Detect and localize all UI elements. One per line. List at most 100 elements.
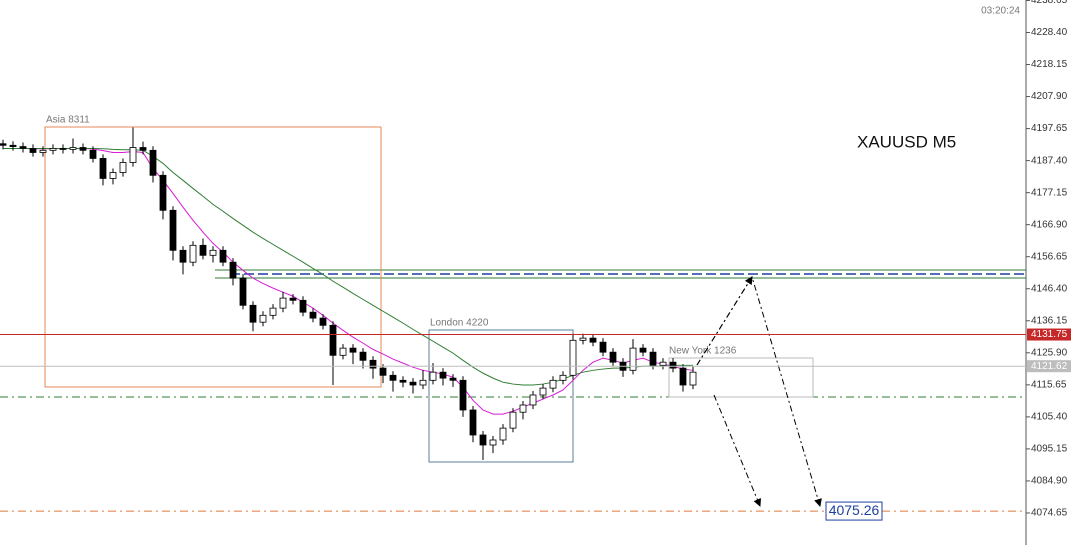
y-tick-label: 4156.65 bbox=[1031, 251, 1068, 262]
candle-body bbox=[129, 147, 137, 163]
candle-body bbox=[319, 317, 327, 326]
y-tick-label: 4125.90 bbox=[1031, 347, 1068, 358]
candle-body bbox=[199, 244, 207, 256]
candle-body bbox=[549, 379, 557, 389]
candle-body bbox=[519, 404, 527, 413]
candle-body bbox=[149, 149, 157, 176]
level-label-box bbox=[1027, 360, 1071, 373]
candle-body bbox=[459, 379, 467, 411]
level-label: 4075.26 bbox=[829, 502, 880, 518]
candle-body bbox=[109, 172, 117, 179]
candle-body bbox=[419, 379, 427, 386]
candle-body bbox=[39, 149, 47, 153]
session-box bbox=[668, 357, 814, 398]
candle-body bbox=[409, 381, 417, 386]
candle-body bbox=[179, 249, 187, 263]
level-label-box bbox=[1027, 328, 1071, 341]
y-tick-label: 4095.15 bbox=[1031, 444, 1068, 455]
y-tick-label: 4146.40 bbox=[1031, 283, 1068, 294]
candle-body bbox=[329, 324, 337, 356]
y-tick-label: 4218.15 bbox=[1031, 59, 1068, 70]
plot bbox=[0, 127, 697, 460]
candle-body bbox=[119, 162, 127, 173]
candle-body bbox=[19, 146, 27, 149]
candle-body bbox=[279, 297, 287, 309]
candle-body bbox=[449, 377, 457, 381]
projection-arrow bbox=[713, 394, 762, 507]
candle-body bbox=[49, 148, 57, 151]
candle-body bbox=[99, 158, 107, 179]
y-tick-label: 4074.65 bbox=[1031, 508, 1068, 519]
candle-body bbox=[369, 359, 377, 369]
candle-body bbox=[479, 434, 487, 446]
y-tick-label: 4166.90 bbox=[1031, 219, 1068, 230]
y-tick-label: 4187.40 bbox=[1031, 155, 1068, 166]
candle-body bbox=[249, 304, 257, 323]
candle-body bbox=[219, 249, 227, 263]
candle-body bbox=[589, 337, 597, 343]
candle-body bbox=[669, 361, 677, 369]
session-label: London 4220 bbox=[430, 318, 489, 329]
moving-average bbox=[3, 147, 693, 386]
candle-body bbox=[689, 371, 697, 386]
candle-body bbox=[299, 299, 307, 313]
candle-body bbox=[569, 339, 577, 376]
candle-body bbox=[379, 367, 387, 376]
y-tick-label: 4115.65 bbox=[1031, 379, 1067, 390]
candle-body bbox=[139, 147, 147, 151]
candle-body bbox=[629, 347, 637, 371]
candle-body bbox=[9, 144, 17, 147]
candle-body bbox=[289, 297, 297, 301]
candle-body bbox=[489, 439, 497, 446]
candle-body bbox=[469, 409, 477, 436]
candle-body bbox=[189, 244, 197, 263]
y-tick-label: 4228.40 bbox=[1031, 27, 1068, 38]
y-tick-label: 4207.90 bbox=[1031, 91, 1068, 102]
candle-body bbox=[389, 374, 397, 381]
session-label: New York 1236 bbox=[669, 346, 737, 357]
candle-body bbox=[309, 311, 317, 319]
chart-title: XAUUSD M5 bbox=[857, 132, 956, 151]
y-tick-label: 4105.40 bbox=[1031, 412, 1068, 423]
candle-body bbox=[89, 149, 97, 159]
candle-body bbox=[539, 387, 547, 396]
candle-body bbox=[0, 143, 7, 146]
candle-body bbox=[639, 347, 647, 353]
candle-body bbox=[429, 371, 437, 381]
session-label: Asia 8311 bbox=[46, 115, 90, 126]
candle-body bbox=[239, 277, 247, 306]
candle-body bbox=[339, 347, 347, 356]
y-tick-label: 4238.65 bbox=[1031, 0, 1068, 6]
session-box bbox=[428, 329, 574, 463]
candle-body bbox=[269, 307, 277, 316]
candle-body bbox=[649, 351, 657, 366]
candle-body bbox=[29, 148, 37, 153]
level-label-box bbox=[825, 501, 883, 521]
y-tick-label: 4084.90 bbox=[1031, 476, 1068, 487]
candle-body bbox=[209, 249, 217, 256]
level-label: 4121.62 bbox=[1031, 361, 1068, 372]
candle-body bbox=[69, 147, 77, 150]
candle-body bbox=[399, 379, 407, 383]
candle-body bbox=[159, 174, 167, 211]
candle-body bbox=[609, 351, 617, 363]
y-tick-label: 4136.15 bbox=[1031, 315, 1068, 326]
candle-body bbox=[499, 427, 507, 441]
candle-body bbox=[59, 148, 67, 150]
candle-body bbox=[439, 371, 447, 379]
projection-arrow bbox=[696, 276, 753, 366]
candle-body bbox=[529, 394, 537, 406]
moving-average bbox=[3, 147, 694, 415]
candle-body bbox=[509, 411, 517, 429]
candle-body bbox=[659, 361, 667, 366]
candle-body bbox=[259, 314, 267, 323]
candle-body bbox=[359, 351, 367, 361]
candle-body bbox=[599, 341, 607, 353]
candle-body bbox=[579, 337, 587, 341]
candle-body bbox=[79, 147, 87, 151]
session-box bbox=[44, 126, 382, 388]
candle-body bbox=[559, 374, 567, 381]
y-tick-label: 4177.15 bbox=[1031, 187, 1068, 198]
